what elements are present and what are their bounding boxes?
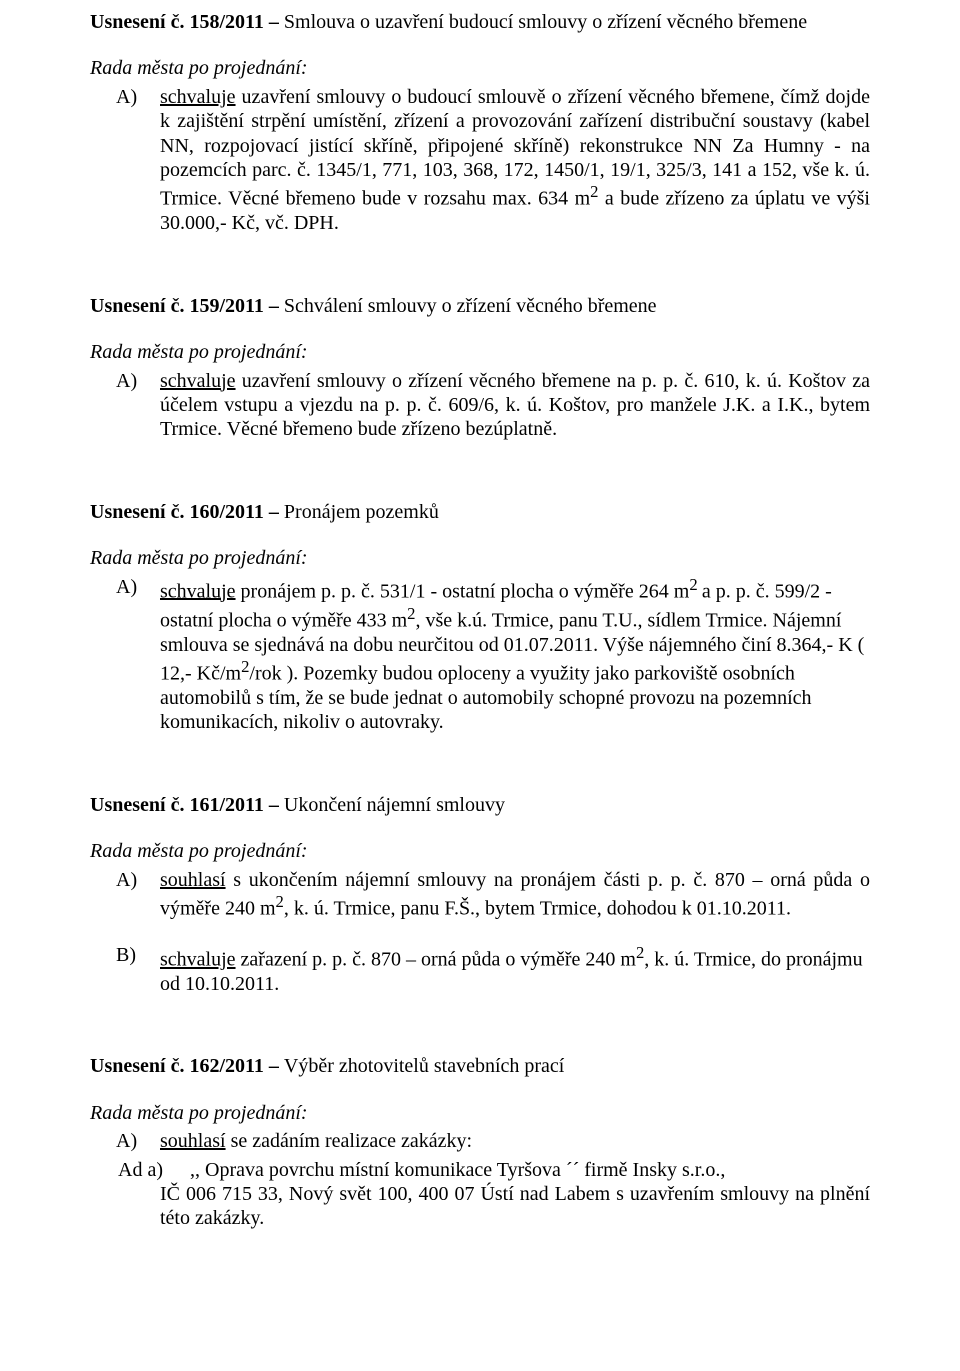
resolution-item-a: A) schvaluje uzavření smlouvy o zřízení … bbox=[90, 369, 870, 442]
resolution-158: Usnesení č. 158/2011 – Smlouva o uzavřen… bbox=[90, 10, 870, 236]
resolution-title: Ukončení nájemní smlouvy bbox=[284, 794, 505, 816]
item-action: souhlasí bbox=[160, 869, 226, 891]
resolution-item-a: A) souhlasí s ukončením nájemní smlouvy … bbox=[90, 868, 870, 921]
ad-label: Ad a) bbox=[118, 1158, 190, 1182]
item-action: schvaluje bbox=[160, 370, 236, 392]
item-marker: A) bbox=[90, 85, 160, 109]
resolution-number: Usnesení č. 158/2011 – bbox=[90, 11, 284, 33]
resolution-item-a: A) schvaluje pronájem p. p. č. 531/1 - o… bbox=[90, 575, 870, 735]
resolution-number: Usnesení č. 161/2011 – bbox=[90, 794, 284, 816]
resolution-162: Usnesení č. 162/2011 – Výběr zhotovitelů… bbox=[90, 1054, 870, 1230]
resolution-intro: Rada města po projednání: bbox=[90, 546, 870, 570]
resolution-161: Usnesení č. 161/2011 – Ukončení nájemní … bbox=[90, 793, 870, 997]
resolution-header: Usnesení č. 158/2011 – Smlouva o uzavřen… bbox=[90, 10, 870, 34]
spacer bbox=[90, 925, 870, 943]
item-text: se zadáním realizace zakázky: bbox=[226, 1130, 473, 1152]
resolution-header: Usnesení č. 161/2011 – Ukončení nájemní … bbox=[90, 793, 870, 817]
item-body: schvaluje zařazení p. p. č. 870 – orná p… bbox=[160, 943, 870, 996]
item-text: zařazení p. p. č. 870 – orná půda o výmě… bbox=[236, 949, 636, 971]
item-marker: A) bbox=[90, 1129, 160, 1153]
sup: 2 bbox=[276, 892, 284, 911]
resolution-item-b: B) schvaluje zařazení p. p. č. 870 – orn… bbox=[90, 943, 870, 996]
resolution-159: Usnesení č. 159/2011 – Schválení smlouvy… bbox=[90, 294, 870, 442]
item-action: schvaluje bbox=[160, 86, 236, 108]
resolution-number: Usnesení č. 159/2011 – bbox=[90, 295, 284, 317]
sup: 2 bbox=[689, 575, 702, 594]
resolution-header: Usnesení č. 162/2011 – Výběr zhotovitelů… bbox=[90, 1054, 870, 1078]
resolution-title: Schválení smlouvy o zřízení věcného břem… bbox=[284, 295, 657, 317]
item-body: schvaluje pronájem p. p. č. 531/1 - osta… bbox=[160, 575, 870, 735]
ad-continue: IČ 006 715 33, Nový svět 100, 400 07 Úst… bbox=[90, 1182, 870, 1231]
ad-row: Ad a) ,, Oprava povrchu místní komunikac… bbox=[118, 1158, 870, 1182]
resolution-header: Usnesení č. 159/2011 – Schválení smlouvy… bbox=[90, 294, 870, 318]
resolution-intro: Rada města po projednání: bbox=[90, 839, 870, 863]
item-marker: A) bbox=[90, 369, 160, 393]
item-body: souhlasí s ukončením nájemní smlouvy na … bbox=[160, 868, 870, 921]
resolution-intro: Rada města po projednání: bbox=[90, 1101, 870, 1125]
resolution-title: Pronájem pozemků bbox=[284, 501, 439, 523]
item-text: /rok ). Pozemky budou oploceny a využity… bbox=[160, 663, 812, 734]
resolution-item-a: A) schvaluje uzavření smlouvy o budoucí … bbox=[90, 85, 870, 236]
resolution-160: Usnesení č. 160/2011 – Pronájem pozemků … bbox=[90, 500, 870, 735]
resolution-title: Smlouva o uzavření budoucí smlouvy o zří… bbox=[284, 11, 807, 33]
item-body: schvaluje uzavření smlouvy o zřízení věc… bbox=[160, 369, 870, 442]
item-action: schvaluje bbox=[160, 580, 236, 602]
resolution-intro: Rada města po projednání: bbox=[90, 340, 870, 364]
resolution-header: Usnesení č. 160/2011 – Pronájem pozemků bbox=[90, 500, 870, 524]
item-text: uzavření smlouvy o zřízení věcného břeme… bbox=[160, 370, 870, 441]
resolution-intro: Rada města po projednání: bbox=[90, 56, 870, 80]
item-body: schvaluje uzavření smlouvy o budoucí sml… bbox=[160, 85, 870, 236]
item-action: souhlasí bbox=[160, 1130, 226, 1152]
item-text: pronájem p. p. č. 531/1 - ostatní plocha… bbox=[236, 580, 690, 602]
resolution-title: Výběr zhotovitelů stavebních prací bbox=[284, 1055, 564, 1077]
item-body: souhlasí se zadáním realizace zakázky: bbox=[160, 1129, 870, 1153]
item-action: schvaluje bbox=[160, 949, 236, 971]
resolution-number: Usnesení č. 162/2011 – bbox=[90, 1055, 284, 1077]
ad-sub-item: Ad a) ,, Oprava povrchu místní komunikac… bbox=[118, 1158, 870, 1182]
item-text: , k. ú. Trmice, panu F.Š., bytem Trmice,… bbox=[284, 898, 791, 920]
item-marker: A) bbox=[90, 868, 160, 892]
resolution-number: Usnesení č. 160/2011 – bbox=[90, 501, 284, 523]
ad-body: ,, Oprava povrchu místní komunikace Tyrš… bbox=[190, 1158, 870, 1182]
sup: 2 bbox=[407, 604, 415, 623]
item-marker: B) bbox=[90, 943, 160, 967]
resolution-item-a: A) souhlasí se zadáním realizace zakázky… bbox=[90, 1129, 870, 1153]
item-marker: A) bbox=[90, 575, 160, 599]
